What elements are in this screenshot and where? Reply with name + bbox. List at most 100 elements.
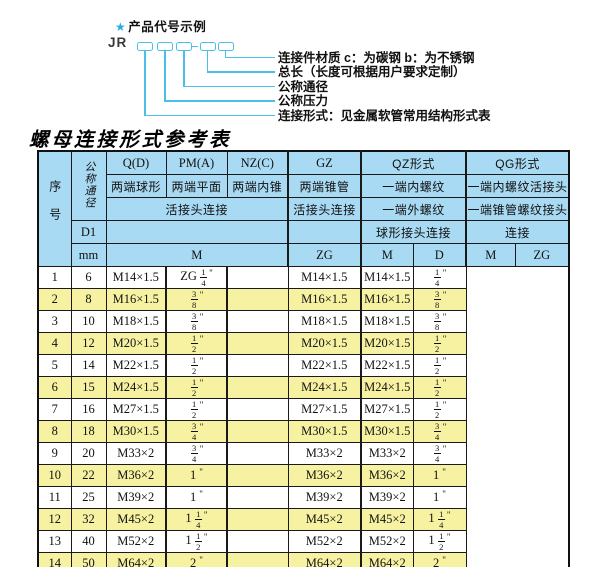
cell-qg_zg: 3 4 ": [412, 442, 467, 465]
cell-seq: 12: [37, 508, 72, 531]
cell-seq: 5: [37, 354, 72, 377]
cell-qg_zg: 1 1 2 ": [412, 530, 467, 553]
cell-qz_m: [226, 354, 289, 377]
table-row: 13 40 M52×2 1 1 2 " M52×2 M52×2 1 1 2 ": [37, 530, 569, 553]
header-cell: 一端内螺纹活接头: [465, 174, 570, 198]
cell-seq: 9: [37, 442, 72, 465]
header-cell: 一端内螺纹: [359, 174, 467, 198]
cell-qg_m: M24×1.5: [360, 376, 414, 399]
table-row: 5 14 M22×1.5 1 2 " M22×1.5 M22×1.5 1 2 ": [37, 354, 569, 377]
cell-m: M30×1.5: [105, 420, 167, 443]
cell-qg_zg: 3 4 ": [412, 420, 467, 443]
cell-qg_m: M39×2: [360, 486, 414, 509]
cell-seq: 7: [37, 398, 72, 421]
cell-qz_d: M52×2: [287, 530, 362, 553]
cell-gz: 3 4 ": [165, 442, 228, 465]
cell-seq: 14: [37, 552, 72, 567]
cell-qg_zg: 1 2 ": [412, 398, 467, 421]
cell-m: M36×2: [105, 464, 167, 487]
cell-qz_m: [226, 376, 289, 399]
cell-seq: 3: [37, 310, 72, 333]
cell-m: M52×2: [105, 530, 167, 553]
header-cell: M: [360, 243, 414, 267]
cell-qg_m: M18×1.5: [360, 310, 414, 333]
cell-seq: 11: [37, 486, 72, 509]
cell-seq: 4: [37, 332, 72, 355]
header-cell: Q(D): [105, 150, 167, 175]
table-row: 12 32 M45×2 1 1 4 " M45×2 M45×2 1 1 4 ": [37, 508, 569, 531]
cell-qg_zg: 1 ": [412, 486, 467, 509]
cell-qz_m: [226, 332, 289, 355]
cell-qg_m: M20×1.5: [360, 332, 414, 355]
header-cell: 一端外螺纹: [359, 197, 467, 221]
cell-mm: 10: [70, 310, 107, 333]
header-mm: mm: [70, 243, 107, 267]
header-cell: ZG: [287, 243, 362, 267]
table-body: 1 6 M14×1.5 ZG 1 4 " M14×1.5 M14×1.5 1 4 " 2 8 M16×1.5…: [37, 266, 569, 567]
cell-mm: 14: [70, 354, 107, 377]
cell-qz_m: [226, 266, 289, 289]
header-d1: D1: [70, 220, 107, 244]
cell-qz_d: M27×1.5: [287, 398, 362, 421]
connector-line: [164, 50, 166, 102]
cell-qg_m: M64×2: [360, 552, 414, 567]
cell-qz_d: M24×1.5: [287, 376, 362, 399]
cell-m: M45×2: [105, 508, 167, 531]
cell-gz: 1 ": [165, 464, 228, 487]
cell-m: M24×1.5: [105, 376, 167, 399]
connector-line: [224, 56, 275, 58]
table-row: 10 22 M36×2 1 " M36×2 M36×2 1 ": [37, 464, 569, 487]
header-cell: 两端平面: [165, 174, 228, 198]
table-row: 6 15 M24×1.5 1 2 " M24×1.5 M24×1.5 1 2 ": [37, 376, 569, 399]
cell-m: M22×1.5: [105, 354, 167, 377]
cell-mm: 22: [70, 464, 107, 487]
connector-line: [144, 114, 275, 116]
table-row: 11 25 M39×2 1 " M39×2 M39×2 1 ": [37, 486, 569, 509]
cell-gz: 3 8 ": [165, 288, 228, 311]
cell-seq: 10: [37, 464, 72, 487]
header-cell: ZG: [514, 243, 570, 267]
diagram-title-text: 产品代号示例: [128, 20, 207, 34]
cell-mm: 32: [70, 508, 107, 531]
cell-gz: ZG 1 4 ": [165, 266, 228, 289]
reference-table: 序号 公称通径 Q(D) PM(A) NZ(C) GZ QZ形式 QG形式 两端…: [37, 150, 571, 567]
cell-qg_m: M33×2: [360, 442, 414, 465]
table-header: 序号 公称通径 Q(D) PM(A) NZ(C) GZ QZ形式 QG形式 两端…: [37, 150, 570, 267]
header-cell: 球形接头连接: [359, 220, 467, 244]
cell-mm: 8: [70, 288, 107, 311]
cell-mm: 15: [70, 376, 107, 399]
cell-mm: 40: [70, 530, 107, 553]
star-icon: ★: [115, 20, 127, 34]
cell-gz: 1 2 ": [165, 398, 228, 421]
cell-mm: 12: [70, 332, 107, 355]
cell-qz_d: M16×1.5: [287, 288, 362, 311]
cell-qg_zg: 1 2 ": [412, 376, 467, 399]
diagram-title: ★ 产品代号示例: [115, 16, 206, 35]
cell-mm: 50: [70, 552, 107, 567]
table-row: 9 20 M33×2 3 4 " M33×2 M33×2 3 4 ": [37, 442, 569, 465]
label-nominal-diameter: 公称通径: [278, 79, 329, 94]
cell-mm: 6: [70, 266, 107, 289]
cell-qg_m: M52×2: [360, 530, 414, 553]
cell-m: M20×1.5: [105, 332, 167, 355]
header-cell: M: [105, 243, 289, 267]
table-row: 7 16 M27×1.5 1 2 " M27×1.5 M27×1.5 1 2 ": [37, 398, 569, 421]
cell-qg_zg: 1 4 ": [412, 266, 467, 289]
cell-mm: 18: [70, 420, 107, 443]
table-row: 1 6 M14×1.5 ZG 1 4 " M14×1.5 M14×1.5 1 4 ": [37, 266, 569, 289]
cell-gz: 3 4 ": [165, 420, 228, 443]
code-box-4: [200, 42, 216, 51]
cell-mm: 25: [70, 486, 107, 509]
cell-seq: 6: [37, 376, 72, 399]
connector-line: [183, 85, 275, 87]
label-nominal-pressure: 公称压力: [278, 94, 329, 108]
cell-m: M27×1.5: [105, 398, 167, 421]
header-cell: 活接头连接: [287, 197, 362, 221]
cell-qz_m: [226, 420, 289, 443]
cell-gz: 2 ": [165, 552, 228, 567]
header-cell: M: [465, 243, 516, 267]
cell-qz_m: [226, 442, 289, 465]
cell-qz_d: M14×1.5: [287, 266, 362, 289]
cell-qg_m: M36×2: [360, 464, 414, 487]
